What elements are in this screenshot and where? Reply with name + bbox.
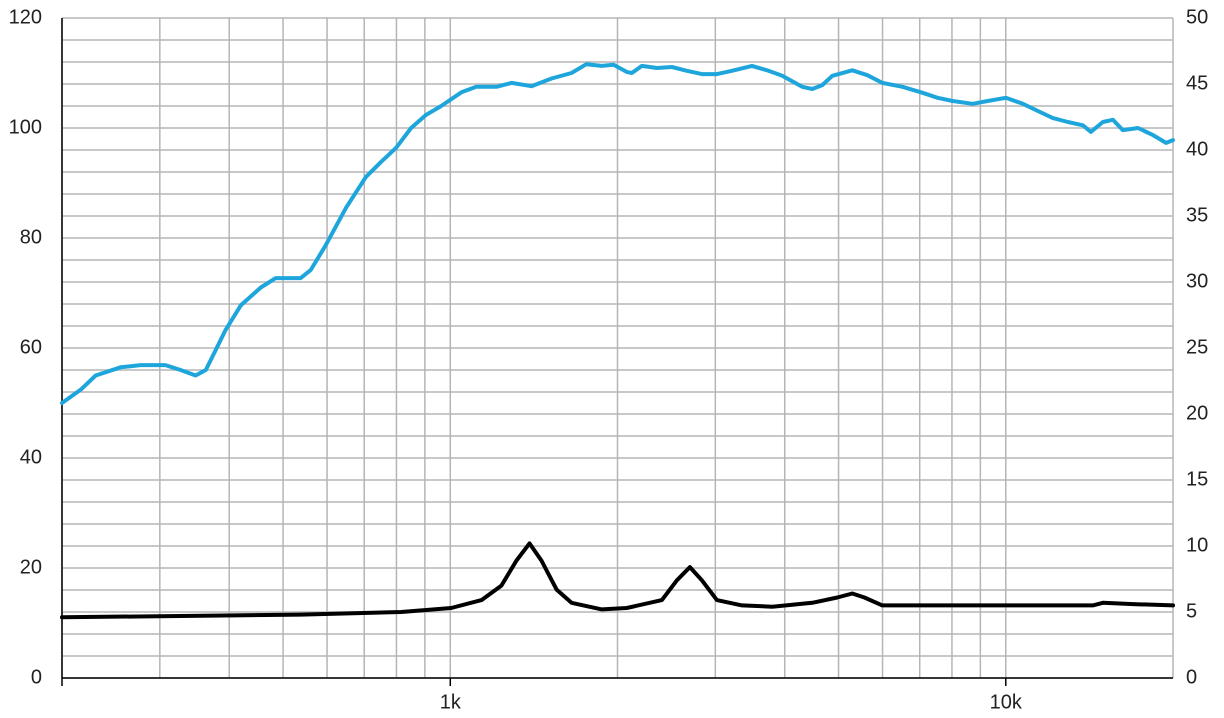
y2-tick-label: 0 xyxy=(1186,666,1197,688)
y2-tick-label: 5 xyxy=(1186,600,1197,622)
y-tick-label: 100 xyxy=(9,116,42,138)
x-tick-label: 10k xyxy=(990,691,1023,713)
y2-tick-label: 35 xyxy=(1186,204,1208,226)
y2-tick-label: 30 xyxy=(1186,270,1208,292)
series-line xyxy=(60,541,1175,620)
y2-tick-label: 40 xyxy=(1186,138,1208,160)
series-line xyxy=(60,62,1175,405)
x-tick-label: 1k xyxy=(440,691,462,713)
y-tick-label: 80 xyxy=(20,226,42,248)
y-tick-label: 40 xyxy=(20,446,42,468)
y2-tick-label: 25 xyxy=(1186,336,1208,358)
y2-tick-label: 15 xyxy=(1186,468,1208,490)
y2-tick-label: 20 xyxy=(1186,402,1208,424)
y-tick-label: 0 xyxy=(31,666,42,688)
y2-tick-label: 45 xyxy=(1186,72,1208,94)
y-tick-label: 120 xyxy=(9,6,42,28)
y-tick-label: 20 xyxy=(20,556,42,578)
y2-tick-label: 10 xyxy=(1186,534,1208,556)
y2-tick-label: 50 xyxy=(1186,6,1208,28)
y-tick-label: 60 xyxy=(20,336,42,358)
